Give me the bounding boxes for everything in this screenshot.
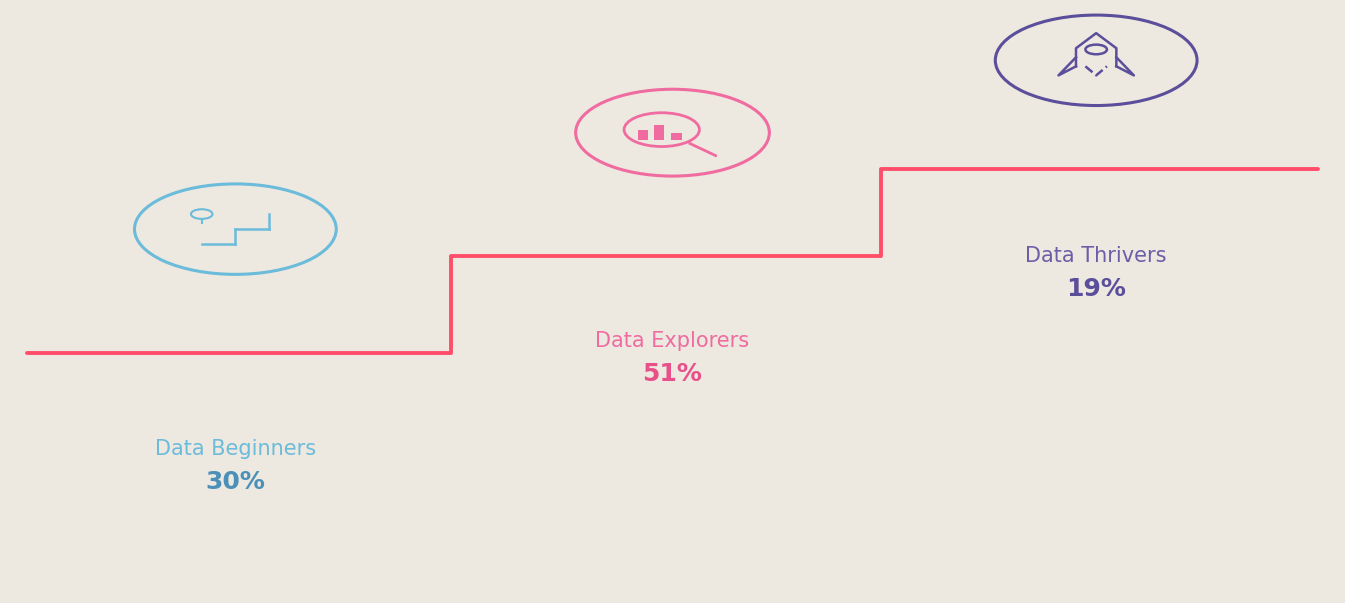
Text: 19%: 19% — [1067, 277, 1126, 302]
FancyBboxPatch shape — [638, 130, 648, 140]
Text: Data Beginners: Data Beginners — [155, 439, 316, 459]
FancyBboxPatch shape — [671, 133, 682, 140]
Text: 51%: 51% — [643, 362, 702, 386]
Text: 30%: 30% — [206, 470, 265, 494]
Text: Data Explorers: Data Explorers — [596, 330, 749, 351]
Text: Data Thrivers: Data Thrivers — [1025, 246, 1167, 267]
FancyBboxPatch shape — [654, 125, 664, 140]
